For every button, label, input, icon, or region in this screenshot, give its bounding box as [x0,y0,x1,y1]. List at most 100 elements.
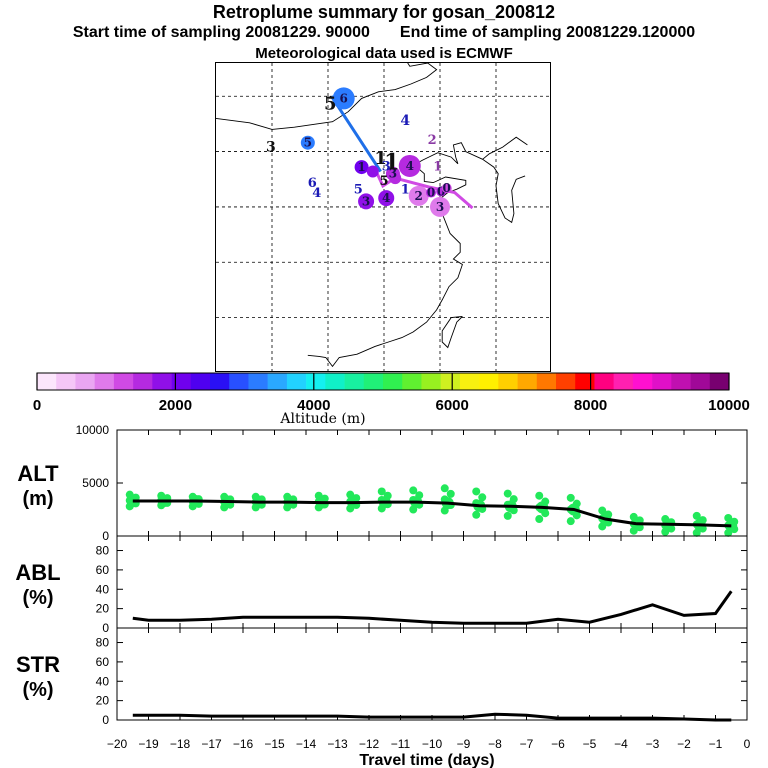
altitude-particle [503,489,512,498]
colorbar-swatch [344,373,365,390]
x-tick-label: −2 [677,737,691,751]
cluster-dot [430,196,450,217]
x-tick-label: −10 [422,737,443,751]
y-tick-label: 80 [96,636,110,650]
altitude-colorbar: 0 2000 4000 6000 8000 10000 Altitude (m) [33,372,750,427]
x-tick-label: −5 [583,737,597,751]
x-tick-label: −7 [520,737,534,751]
cluster-dot-label: 4 [382,191,390,205]
abl-line [132,590,733,625]
cluster-dot [332,87,355,110]
cluster-number: 5 [354,183,363,198]
x-tick-label: −18 [170,737,191,751]
cluster-dot [354,160,369,175]
altitude-particle [566,517,575,526]
altitude-particle [692,528,701,537]
panel-frame-str [116,627,748,721]
cluster-dot-label: 3 [362,194,370,208]
panel-unit-str: (%) [22,679,53,701]
cluster-dot-label: 4 [406,159,414,173]
y-tick-label: 20 [96,602,110,616]
colorbar-axis-label: Altitude (m) [279,411,365,427]
colorbar-swatch [363,373,384,390]
island-outline [441,316,463,349]
cluster-dot-label: 0 [427,186,435,200]
x-tick-label: −17 [201,737,222,751]
colorbar-tick-label: 6000 [436,397,469,414]
colorbar-swatch [325,373,345,390]
altitude-particle [692,511,701,520]
x-tick-label: −3 [646,737,660,751]
colorbar-swatch [536,373,557,390]
colorbar-swatch [632,373,653,390]
x-tick-label: −4 [614,737,628,751]
cluster-number: 2 [428,133,437,148]
y-tick-label: 0 [102,713,109,727]
chart-title: Retroplume summary for gosan_200812 [212,2,556,22]
colorbar-swatch [594,373,614,390]
cluster-dot [408,185,429,206]
colorbar-swatch [459,373,480,390]
colorbar-swatch [440,373,461,390]
colorbar-swatch [383,373,403,390]
cluster-number: 1 [384,149,399,175]
cluster-number: 3 [382,159,391,174]
altitude-particle [478,493,487,502]
colorbar-swatch [210,373,230,390]
mongolia-border [216,63,438,130]
met-data-label: Meteorological data used is ECMWF [255,45,513,62]
colorbar-swatch [152,373,172,390]
x-tick-label: −14 [296,737,317,751]
cluster-dot [300,135,315,150]
colorbar-swatch [671,373,691,390]
mean-track-upper [330,95,382,173]
panel-frame-alt [116,429,748,537]
cluster-dot [358,193,375,210]
colorbar-swatch [248,373,268,390]
str-line [132,712,732,722]
y-tick-label: 0 [102,529,109,543]
cluster-dot [385,166,400,181]
colorbar-swatch [498,373,518,390]
colorbar-swatch [267,373,288,390]
altitude-particle [377,487,386,496]
cluster-dot-label: 0 [437,184,445,198]
cluster-dot-label: 3 [436,200,444,214]
x-axis-label: Travel time (days) [359,752,494,768]
colorbar-swatch [229,373,249,390]
altitude-particle [535,491,544,500]
colorbar-swatch [479,373,499,390]
colorbar-swatch [56,373,76,390]
x-tick-label: −1 [709,737,723,751]
x-tick-label: −9 [457,737,471,751]
altitude-particle [503,511,512,520]
x-tick-label: −16 [233,737,254,751]
cluster-number: 5 [324,94,337,115]
x-tick-label: 0 [744,737,751,751]
x-tick-label: −11 [391,737,411,751]
cluster-number: 4 [400,113,410,129]
colorbar-swatch [113,373,134,390]
colorbar-tick-label: 2000 [159,397,192,414]
altitude-particle [472,487,481,496]
y-tick-label: 40 [96,674,110,688]
altitude-particle [446,489,455,498]
colorbar-tick-label: 0 [33,397,41,414]
colorbar-swatch [94,373,115,390]
colorbar-swatch [190,373,211,390]
colorbar-swatch [37,373,57,390]
x-tick-label: −15 [264,737,285,751]
panel-label-abl: ABL [15,560,60,585]
x-tick-label: −8 [488,737,502,751]
cluster-dot-label: 5 [304,136,312,150]
colorbar-swatch [709,373,730,390]
panel-unit-abl: (%) [22,587,53,609]
colorbar-swatch [75,373,95,390]
cluster-dot [398,154,421,177]
y-tick-label: 10000 [76,425,110,437]
x-tick-label: −20 [107,737,128,751]
altitude-particle [440,484,449,493]
cluster-dot-label: 3 [389,167,397,181]
